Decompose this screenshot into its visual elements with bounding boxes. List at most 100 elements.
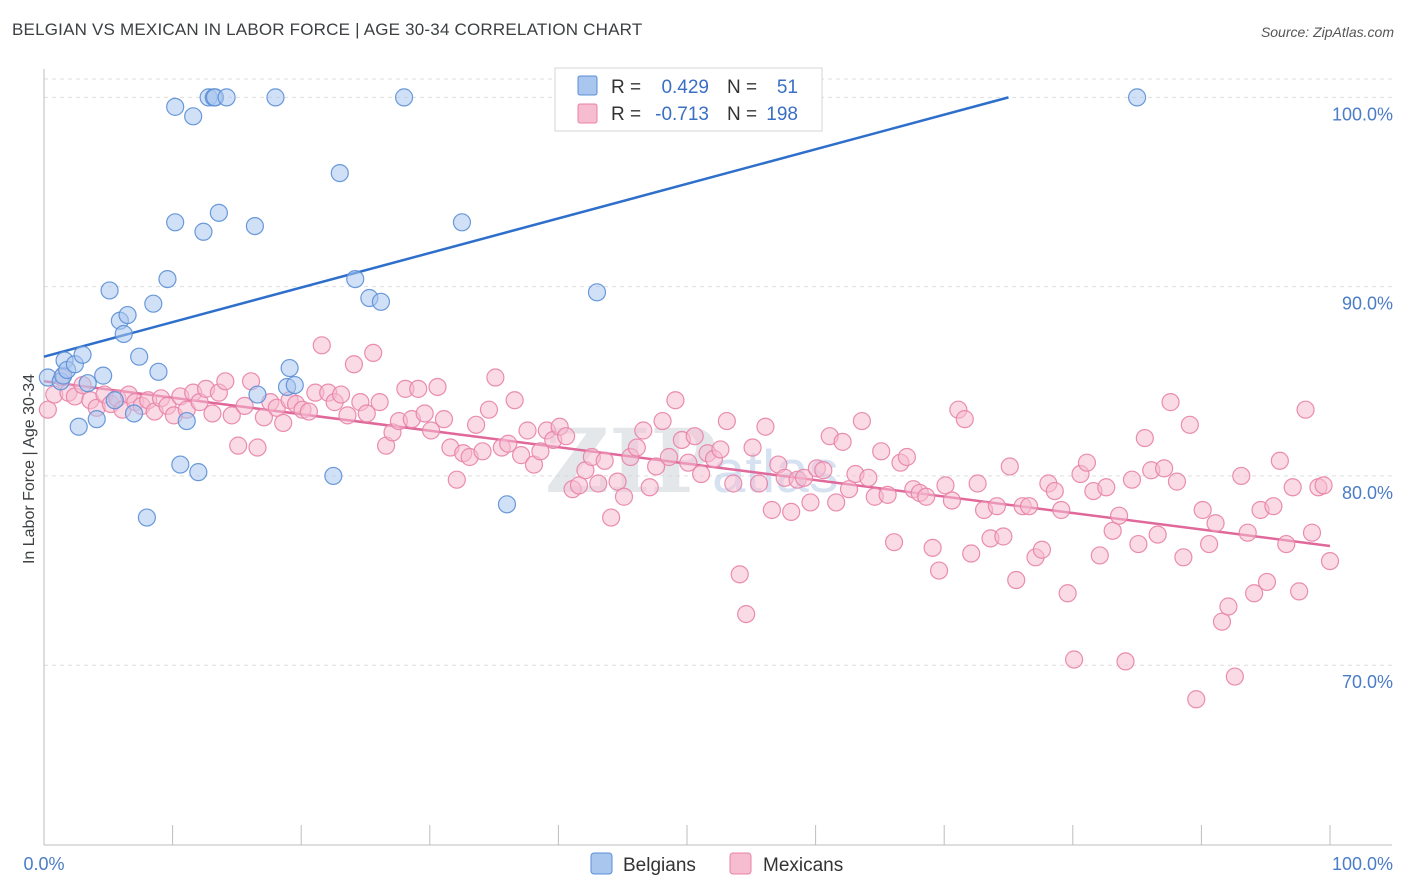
belgian-point <box>105 391 124 410</box>
belgian-point <box>177 411 196 431</box>
belgian-point <box>280 358 299 378</box>
mexican-point <box>794 468 814 487</box>
mexican-point <box>679 453 698 472</box>
axes <box>43 69 1392 846</box>
belgians-n-label: N = <box>727 77 757 98</box>
mexican-point <box>229 436 248 455</box>
mexican-point <box>203 404 222 423</box>
belgian-point <box>114 324 133 344</box>
mexican-point <box>749 474 769 493</box>
stats-box: R = 0.429 N = 51 R = -0.713 N = 198 <box>554 67 823 132</box>
mexican-point <box>1155 459 1174 478</box>
belgian-point <box>69 417 88 436</box>
mexican-point <box>331 385 351 404</box>
legend-belgians-swatch <box>590 852 613 875</box>
mexicans-r-label: R = <box>611 104 641 125</box>
mexican-point <box>692 464 711 484</box>
belgian-point <box>130 347 149 366</box>
mexican-point <box>1167 472 1187 491</box>
mexican-point <box>1052 500 1071 520</box>
belgian-point <box>94 366 113 385</box>
mexican-point <box>839 480 859 499</box>
mexican-point <box>634 421 653 440</box>
mexican-point <box>711 440 730 459</box>
mexicans-swatch <box>577 103 598 124</box>
mexican-point <box>608 472 627 491</box>
mexican-point <box>486 368 505 387</box>
mexican-point <box>1225 667 1244 686</box>
belgian-point <box>124 404 144 423</box>
mexican-point <box>1200 534 1219 554</box>
mexican-point <box>1193 500 1212 520</box>
mexican-point <box>1122 470 1142 489</box>
mexican-point <box>466 415 486 434</box>
x-tick-label-end: 100.0% <box>1332 854 1393 874</box>
mexican-point <box>1290 582 1309 601</box>
mexican-point <box>38 400 57 419</box>
legend-belgians-label: Belgians <box>623 855 696 876</box>
mexican-point <box>1206 514 1225 533</box>
mexican-point <box>589 474 608 493</box>
belgian-point <box>217 88 236 107</box>
mexican-point <box>1045 481 1064 501</box>
mexican-point <box>1148 525 1167 544</box>
mexican-point <box>1161 393 1180 412</box>
y-tick-labels: 70.0% 80.0% 90.0% 100.0% <box>1332 104 1393 692</box>
belgian-point <box>158 269 177 289</box>
mexican-point <box>1187 690 1206 709</box>
mexican-point <box>248 438 267 457</box>
belgian-point <box>166 97 185 116</box>
mexican-point <box>1032 540 1052 559</box>
mexican-point <box>235 396 254 415</box>
mexican-point <box>762 500 781 520</box>
belgian-point <box>346 269 365 289</box>
mexican-point <box>595 451 614 470</box>
belgians-r-value: 0.429 <box>661 77 709 98</box>
chart-title: BELGIAN VS MEXICAN IN LABOR FORCE | AGE … <box>12 20 643 39</box>
mexican-point <box>1007 570 1026 590</box>
belgians-trendline <box>43 96 1009 358</box>
mexican-point <box>421 421 441 440</box>
mexican-point <box>614 487 634 506</box>
belgian-point <box>166 213 185 232</box>
mexican-point <box>852 411 871 431</box>
source-credit: Source: ZipAtlas.com <box>1260 24 1394 40</box>
belgian-point <box>144 294 163 313</box>
mexican-point <box>254 408 274 427</box>
belgian-point <box>285 375 304 395</box>
mexican-point <box>531 442 550 461</box>
mexicans-r-value: -0.713 <box>655 104 709 125</box>
belgian-point <box>324 466 343 486</box>
data-points <box>38 88 1340 709</box>
mexican-point <box>968 474 987 493</box>
belgian-point <box>194 222 213 241</box>
mexican-point <box>344 355 364 374</box>
mexican-point <box>1180 415 1199 434</box>
mexican-point <box>1000 457 1019 476</box>
mexican-point <box>1232 466 1251 486</box>
belgian-point <box>149 362 168 381</box>
mexican-point <box>1109 506 1129 525</box>
mexican-point <box>370 393 389 412</box>
belgian-point <box>78 374 97 393</box>
mexican-point <box>743 438 762 457</box>
mexican-point <box>936 476 955 495</box>
mexican-point <box>415 404 434 423</box>
belgian-point <box>73 345 92 364</box>
belgians-r-label: R = <box>611 77 641 98</box>
mexican-point <box>434 410 454 429</box>
mexican-point <box>1212 612 1232 631</box>
mexican-point <box>666 391 685 410</box>
belgian-point <box>137 508 156 527</box>
mexican-point <box>685 427 704 446</box>
mexicans-n-label: N = <box>727 104 757 125</box>
mexican-point <box>409 379 428 398</box>
belgian-point <box>266 88 285 107</box>
mexican-point <box>1019 497 1039 516</box>
mexican-point <box>1135 428 1154 448</box>
mexican-point <box>994 527 1013 546</box>
mexican-point <box>923 538 942 557</box>
mexican-point <box>1245 584 1264 603</box>
belgian-point <box>209 203 228 222</box>
mexican-point <box>1174 548 1193 567</box>
